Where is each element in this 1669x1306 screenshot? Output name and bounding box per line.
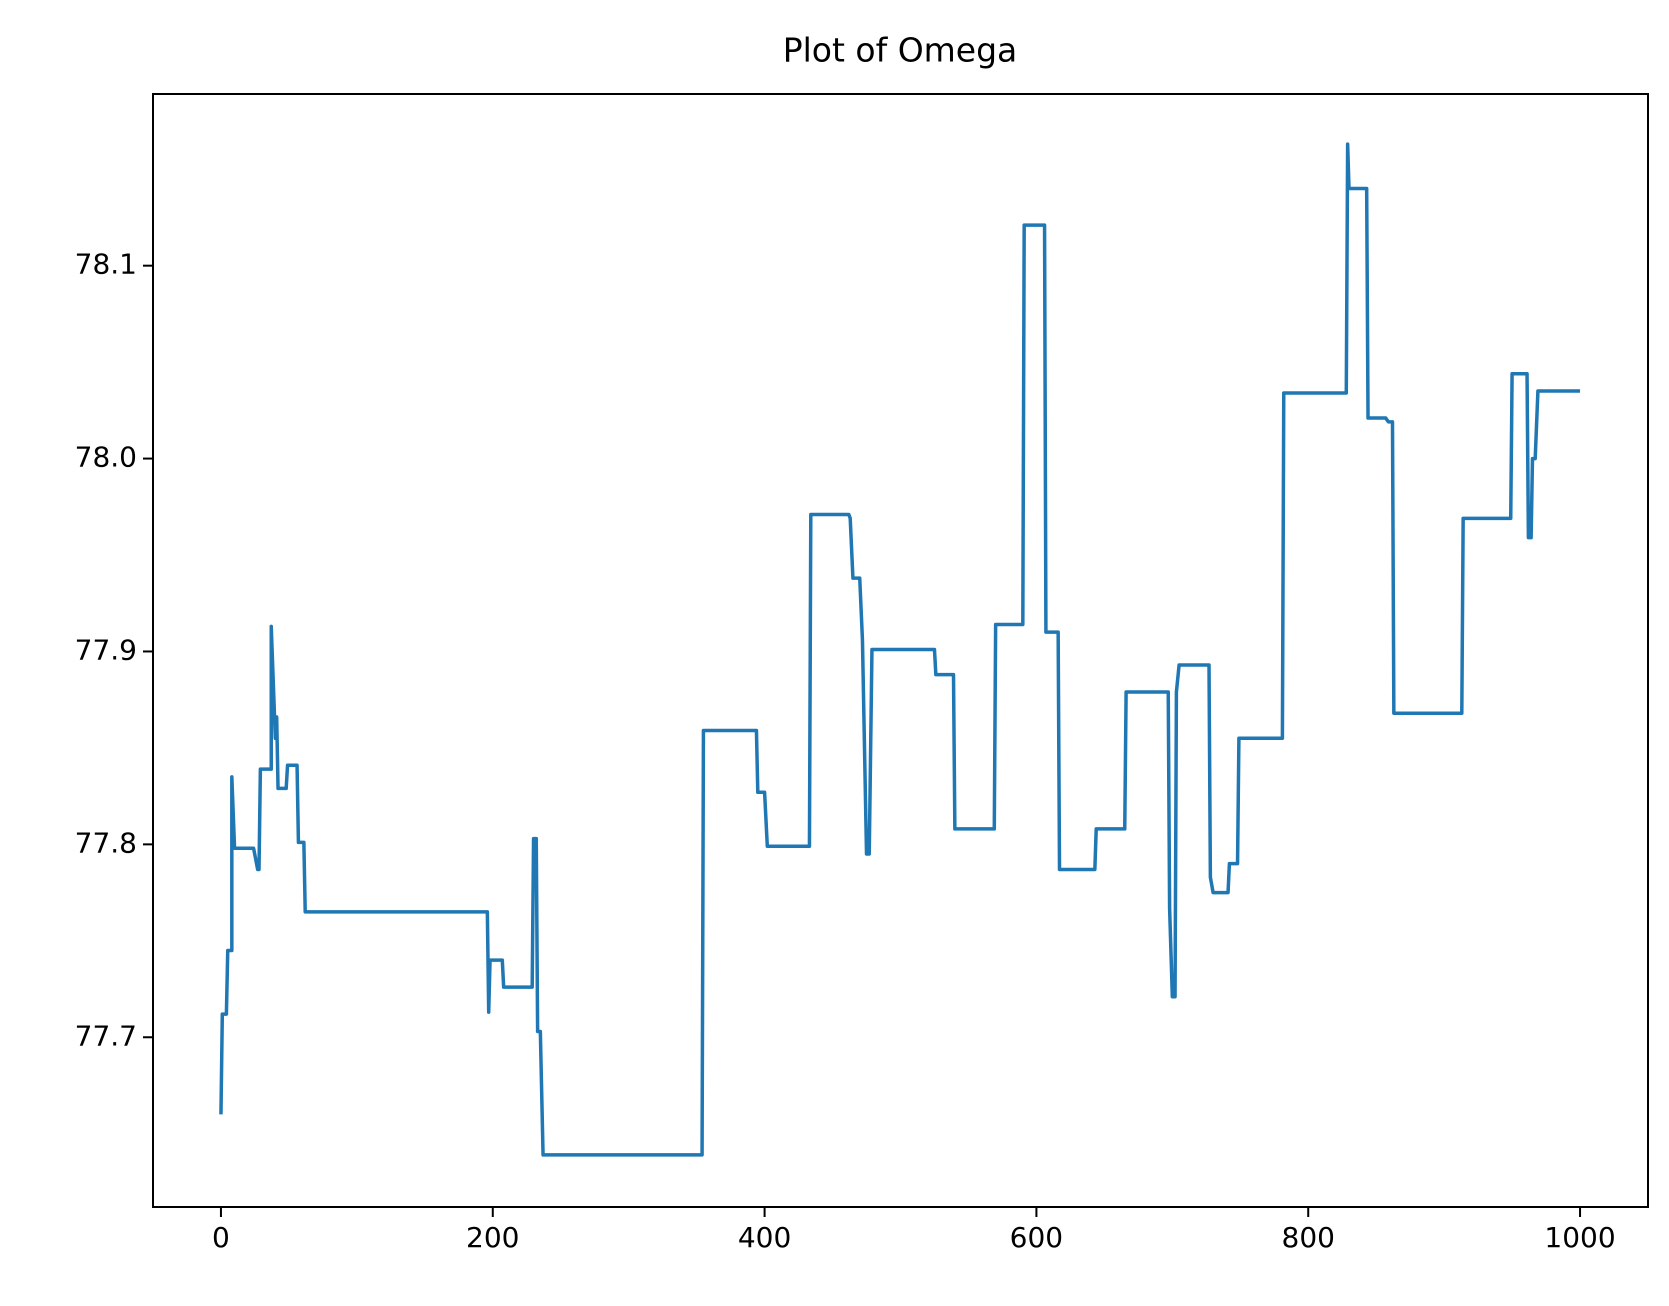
y-tick-label: 77.7 [75, 1019, 137, 1052]
y-tick-label: 78.1 [75, 248, 137, 281]
y-tick-label: 78.0 [75, 441, 137, 474]
y-tick-label: 77.9 [75, 633, 137, 666]
x-tick-label: 1000 [1544, 1221, 1615, 1254]
x-tick-label: 200 [466, 1221, 519, 1254]
x-tick-label: 400 [738, 1221, 791, 1254]
x-tick-label: 800 [1282, 1221, 1335, 1254]
x-tick-label: 0 [212, 1221, 230, 1254]
x-tick-label: 600 [1010, 1221, 1063, 1254]
chart-title: Plot of Omega [783, 31, 1018, 70]
y-tick-label: 77.8 [75, 826, 137, 859]
data-line [219, 142, 1581, 1157]
plot-frame [152, 93, 1649, 1208]
